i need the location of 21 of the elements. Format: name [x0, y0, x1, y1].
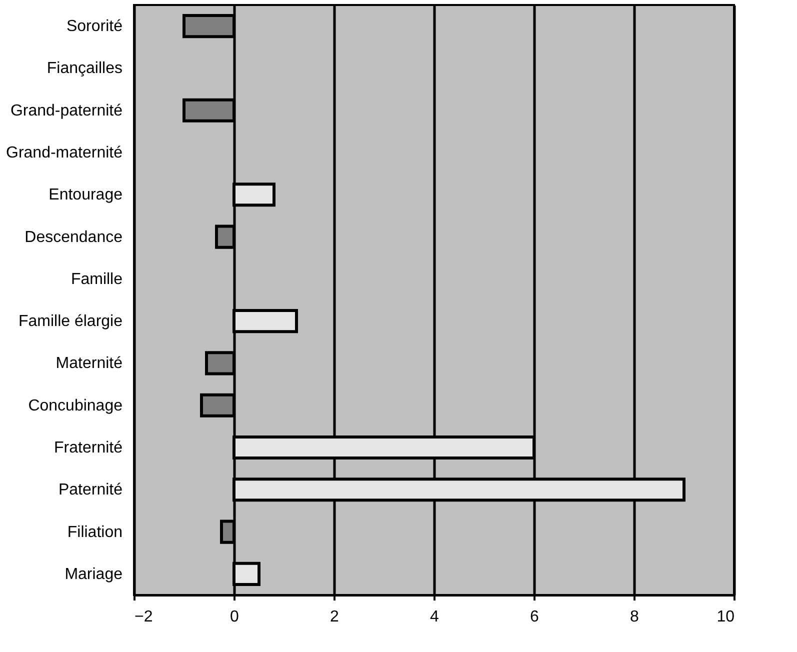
x-tick-label: 2: [330, 608, 340, 626]
x-tick-label: 4: [430, 608, 440, 626]
y-tick-label: Entourage: [48, 186, 123, 204]
x-tick-label: 6: [530, 608, 540, 626]
y-tick-label: Famille: [70, 270, 123, 288]
x-tick-label: 8: [630, 608, 640, 626]
y-tick-label: Filiation: [67, 524, 122, 541]
y-tick-label: Grand-paternité: [10, 102, 123, 120]
x-tick-label: −2: [134, 608, 153, 626]
x-tick-label: 0: [230, 608, 240, 626]
y-tick-label: Fraternité: [54, 440, 123, 456]
y-tick-label: Grand-maternité: [6, 144, 123, 162]
y-tick-label: Concubinage: [28, 397, 123, 414]
y-tick-label: Mariage: [64, 566, 123, 583]
y-tick-label: Paternité: [58, 482, 123, 499]
x-tick-label: 10: [716, 608, 735, 626]
y-tick-label: Descendance: [24, 228, 123, 246]
y-tick-label: Maternité: [56, 355, 123, 372]
y-tick-label: Fiançailles: [46, 60, 122, 78]
y-tick-label: Famille élargie: [18, 313, 123, 330]
y-tick-label: Sororité: [66, 18, 123, 36]
